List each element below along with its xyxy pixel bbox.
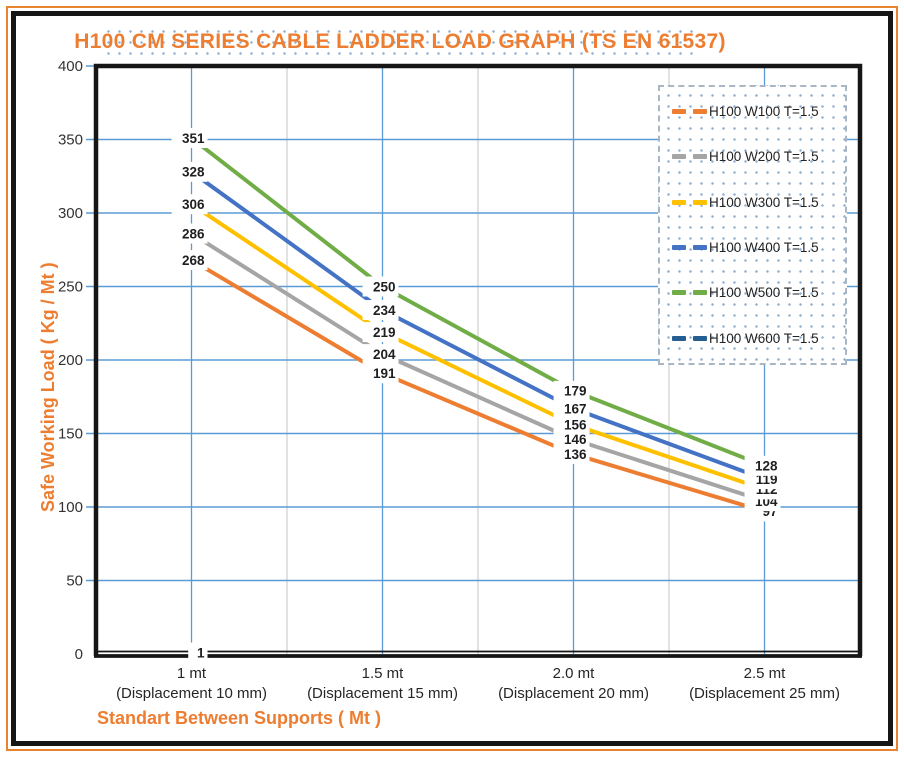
data-label-bg — [171, 128, 208, 149]
y-axis-tick-label: 50 — [66, 573, 83, 590]
legend-item-h100-w300-t-1-5[interactable]: H100 W300 T=1.5 — [672, 195, 845, 210]
data-label: 286 — [182, 226, 205, 241]
legend-item-h100-w400-t-1-5[interactable]: H100 W400 T=1.5 — [672, 240, 845, 255]
legend-line-swatch — [672, 109, 686, 115]
data-label: 179 — [564, 384, 587, 399]
y-axis-tick-label: 0 — [75, 646, 83, 663]
data-label: 234 — [373, 303, 396, 318]
series-line-h100-w100-t-1-5[interactable] — [189, 258, 767, 514]
category-distance: 2.0 mt — [552, 665, 595, 682]
data-label: 167 — [564, 401, 587, 416]
series-line-h100-w400-t-1-5[interactable] — [189, 169, 767, 482]
data-label-bg — [362, 344, 399, 365]
series-line-h100-w200-t-1-5[interactable] — [189, 231, 767, 504]
data-label: 1 — [197, 645, 205, 660]
data-label: 351 — [182, 131, 205, 146]
legend-label: H100 W400 T=1.5 — [709, 240, 819, 256]
category-displacement: (Displacement 15 mm) — [307, 685, 458, 702]
legend-label: H100 W100 T=1.5 — [709, 104, 819, 120]
x-axis-category-label: 2.0 mt (Displacement 20 mm) — [498, 664, 649, 704]
legend[interactable]: H100 W100 T=1.5 H100 W200 T=1.5 H100 W300 … — [658, 85, 847, 365]
category-distance: 1.5 mt — [361, 665, 404, 682]
data-label: 268 — [182, 253, 205, 268]
data-label-bg — [171, 194, 208, 215]
data-label: 146 — [564, 432, 587, 447]
plot-area-border — [93, 63, 863, 656]
legend-line-swatch — [693, 245, 707, 251]
data-label-bg — [362, 276, 399, 297]
legend-line-swatch — [693, 109, 707, 115]
data-label: 128 — [755, 459, 778, 474]
y-axis-tick-label: 150 — [58, 426, 83, 443]
legend-item-h100-w500-t-1-5[interactable]: H100 W500 T=1.5 — [672, 285, 845, 300]
legend-label: H100 W600 T=1.5 — [709, 330, 819, 346]
data-label: 328 — [182, 165, 205, 180]
legend-line-swatch — [672, 245, 686, 251]
legend-label: H100 W300 T=1.5 — [709, 194, 819, 210]
data-label-bg — [362, 363, 399, 384]
legend-line-swatch — [672, 290, 686, 296]
series-line-h100-w300-t-1-5[interactable] — [189, 202, 767, 492]
y-axis-tick-label: 400 — [58, 58, 83, 75]
x-axis-category-label: 2.5 mt (Displacement 25 mm) — [689, 664, 840, 704]
y-axis-tick-label: 200 — [58, 352, 83, 369]
data-label: 204 — [373, 347, 396, 362]
data-label-bg — [362, 322, 399, 343]
x-axis-category-label: 1 mt (Displacement 10 mm) — [116, 664, 267, 704]
data-label-bg — [362, 300, 399, 321]
y-axis-tick-label: 300 — [58, 205, 83, 222]
legend-line-swatch — [693, 199, 707, 205]
data-label: 219 — [373, 325, 396, 340]
chart-title[interactable]: H100 CM SERIES CABLE LADDER LOAD GRAPH (… — [74, 23, 725, 61]
x-axis-category-label: 1.5 mt (Displacement 15 mm) — [307, 664, 458, 704]
legend-line-swatch — [693, 335, 707, 341]
data-label: 136 — [564, 447, 587, 462]
legend-item-h100-w600-t-1-5[interactable]: H100 W600 T=1.5 — [672, 331, 845, 346]
series-line-h100-w500-t-1-5[interactable] — [189, 136, 767, 468]
legend-label: H100 W200 T=1.5 — [709, 149, 819, 165]
y-axis-tick-label: 350 — [58, 132, 83, 149]
y-axis-tick-label: 250 — [58, 279, 83, 296]
data-label-bg — [171, 250, 208, 271]
data-label-bg — [171, 161, 208, 182]
data-label-bg — [171, 223, 208, 244]
category-distance: 2.5 mt — [743, 665, 786, 682]
legend-line-swatch — [672, 335, 686, 341]
category-distance: 1 mt — [176, 665, 207, 682]
data-label: 306 — [182, 197, 205, 212]
legend-line-swatch — [693, 290, 707, 296]
category-displacement: (Displacement 20 mm) — [498, 685, 649, 702]
legend-line-swatch — [672, 199, 686, 205]
data-label: 156 — [564, 417, 587, 432]
legend-item-h100-w200-t-1-5[interactable]: H100 W200 T=1.5 — [672, 149, 845, 164]
data-label-bg — [188, 642, 208, 663]
legend-line-swatch — [693, 154, 707, 160]
data-label-bg — [744, 455, 781, 476]
legend-item-h100-w100-t-1-5[interactable]: H100 W100 T=1.5 — [672, 104, 845, 119]
data-label: 191 — [373, 366, 396, 381]
data-label-bg — [553, 398, 590, 419]
data-label: 250 — [373, 279, 396, 294]
chart-title-text: H100 CM SERIES CABLE LADDER LOAD GRAPH (… — [74, 30, 726, 53]
data-label-bg — [553, 414, 590, 435]
legend-line-swatch — [672, 154, 686, 160]
legend-label: H100 W500 T=1.5 — [709, 285, 819, 301]
y-axis-tick-label: 100 — [58, 499, 83, 516]
x-axis-title: Standart Between Supports ( Mt ) — [97, 708, 382, 728]
data-label-bg — [553, 380, 590, 401]
category-displacement: (Displacement 10 mm) — [116, 685, 267, 702]
category-displacement: (Displacement 25 mm) — [689, 685, 840, 702]
